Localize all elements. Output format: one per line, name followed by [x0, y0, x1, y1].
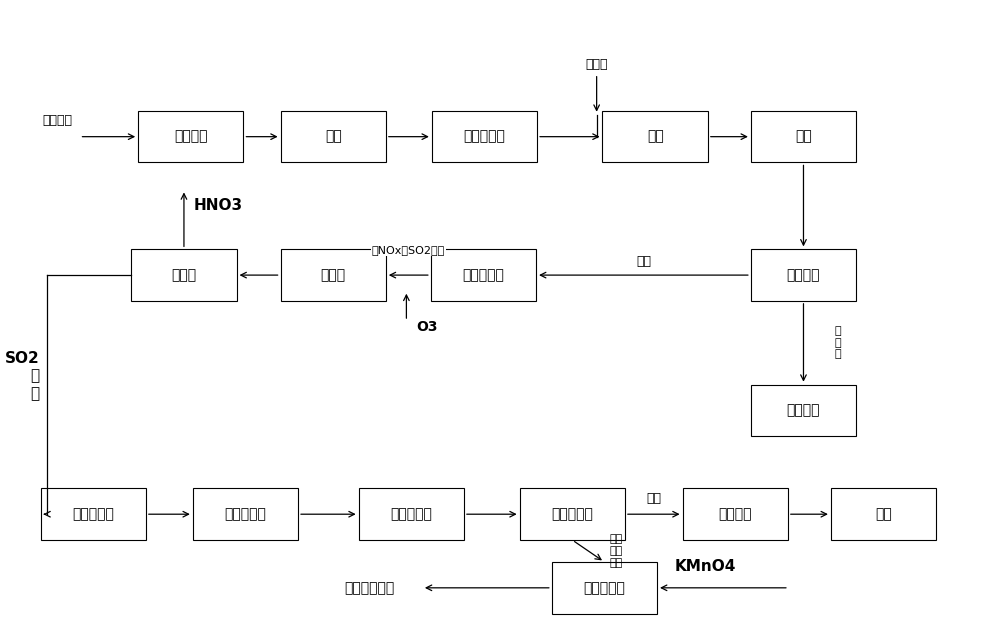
Bar [831, 489, 936, 540]
Text: 一级吸收塔: 一级吸收塔 [390, 507, 432, 521]
Bar [432, 111, 537, 162]
Bar [138, 111, 243, 162]
Text: SO2
烟
气: SO2 烟 气 [5, 351, 40, 401]
Text: 礆液吸收: 礆液吸收 [718, 507, 752, 521]
Bar [751, 385, 856, 436]
Text: 合格硫酸产品: 合格硫酸产品 [344, 581, 394, 595]
Text: 氰化浸出: 氰化浸出 [787, 268, 820, 282]
Text: 浸
出
液: 浸 出 液 [835, 326, 841, 360]
Bar [602, 111, 708, 162]
Text: O3: O3 [416, 320, 438, 334]
Text: 洗涤塔: 洗涤塔 [171, 268, 197, 282]
Text: HNO3: HNO3 [194, 198, 243, 213]
Text: 调浆: 调浆 [795, 130, 812, 143]
Text: 回转窑焙烧: 回转窑焙烧 [463, 268, 504, 282]
Bar [41, 489, 146, 540]
Text: 脱氧脱水: 脱氧脱水 [174, 130, 208, 143]
Bar [431, 249, 536, 301]
Bar [683, 489, 788, 540]
Bar [359, 489, 464, 540]
Text: 一级转化器: 一级转化器 [72, 507, 114, 521]
Text: 含NOx的SO2烟气: 含NOx的SO2烟气 [372, 245, 445, 255]
Bar [552, 562, 657, 614]
Bar [281, 111, 386, 162]
Bar [193, 489, 298, 540]
Text: 回转窑焙烧: 回转窑焙烧 [464, 130, 505, 143]
Bar [281, 249, 386, 301]
Text: 初端
硫酸
产品: 初端 硫酸 产品 [609, 535, 623, 568]
Text: 高硫矿: 高硫矿 [585, 58, 608, 71]
Text: 提取金銀: 提取金銀 [787, 403, 820, 417]
Text: 排空: 排空 [875, 507, 892, 521]
Text: KMnO4: KMnO4 [675, 559, 736, 574]
Text: 二级转化器: 二级转化器 [224, 507, 266, 521]
Text: 尾气: 尾气 [646, 492, 661, 505]
Text: 配矿: 配矿 [647, 130, 664, 143]
Text: 制球: 制球 [325, 130, 342, 143]
Bar [751, 111, 856, 162]
Bar [131, 249, 237, 301]
Bar [751, 249, 856, 301]
Text: 氰化尾渣: 氰化尾渣 [42, 114, 72, 127]
Bar [520, 489, 625, 540]
Text: 固体: 固体 [636, 255, 651, 268]
Text: 洗涤器: 洗涤器 [321, 268, 346, 282]
Text: 循环干吸槽: 循环干吸槽 [584, 581, 625, 595]
Text: 二级吸收塔: 二级吸收塔 [551, 507, 593, 521]
